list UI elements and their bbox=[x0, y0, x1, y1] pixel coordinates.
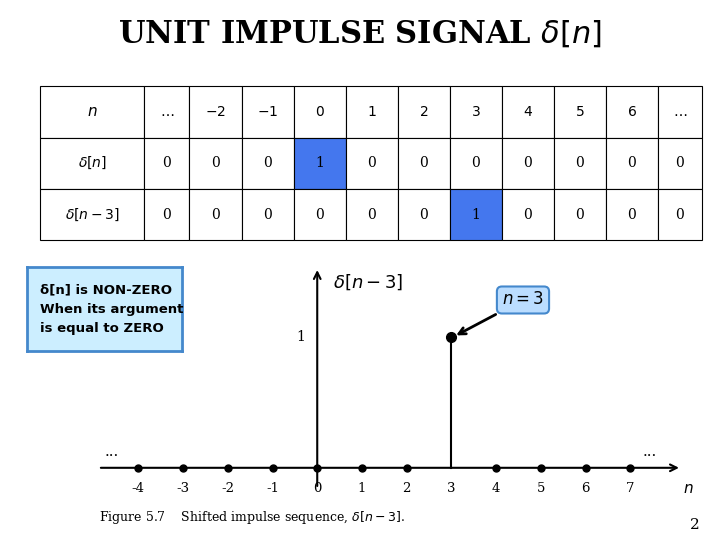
Text: $1$: $1$ bbox=[366, 105, 377, 119]
Text: $-2$: $-2$ bbox=[205, 105, 226, 119]
Text: δ[n] is NON-ZERO
When its argument
is equal to ZERO: δ[n] is NON-ZERO When its argument is eq… bbox=[40, 284, 183, 335]
Text: 0: 0 bbox=[675, 208, 684, 221]
Text: $0$: $0$ bbox=[315, 105, 325, 119]
Text: 0: 0 bbox=[315, 208, 324, 221]
Text: $n$: $n$ bbox=[86, 105, 97, 119]
Text: 0: 0 bbox=[419, 208, 428, 221]
Text: 7: 7 bbox=[626, 482, 634, 495]
Bar bbox=[554, 138, 606, 189]
Bar bbox=[40, 138, 145, 189]
Bar bbox=[397, 189, 449, 240]
Text: $2$: $2$ bbox=[419, 105, 428, 119]
Text: 1: 1 bbox=[471, 208, 480, 221]
Bar bbox=[449, 86, 502, 138]
Text: $3$: $3$ bbox=[471, 105, 480, 119]
Text: 0: 0 bbox=[163, 208, 171, 221]
Text: $6$: $6$ bbox=[626, 105, 636, 119]
Bar bbox=[658, 189, 702, 240]
Text: 0: 0 bbox=[263, 157, 272, 170]
Bar bbox=[606, 189, 658, 240]
Bar bbox=[502, 189, 554, 240]
Text: UNIT IMPULSE SIGNAL $\delta[n]$: UNIT IMPULSE SIGNAL $\delta[n]$ bbox=[118, 19, 602, 50]
Text: $\delta[n-3]$: $\delta[n-3]$ bbox=[333, 273, 403, 292]
Text: 0: 0 bbox=[211, 157, 220, 170]
Bar bbox=[554, 189, 606, 240]
Bar bbox=[189, 189, 241, 240]
Text: 3: 3 bbox=[447, 482, 456, 495]
Bar bbox=[241, 138, 294, 189]
Text: 0: 0 bbox=[367, 208, 376, 221]
Bar bbox=[502, 86, 554, 138]
Text: 0: 0 bbox=[367, 157, 376, 170]
Text: 0: 0 bbox=[675, 157, 684, 170]
Text: 4: 4 bbox=[492, 482, 500, 495]
Text: $5$: $5$ bbox=[575, 105, 585, 119]
Text: $n = 3$: $n = 3$ bbox=[459, 292, 544, 334]
Text: 0: 0 bbox=[523, 157, 532, 170]
Bar bbox=[449, 138, 502, 189]
Text: ...: ... bbox=[105, 444, 119, 458]
Text: 0: 0 bbox=[163, 157, 171, 170]
Text: 0: 0 bbox=[575, 157, 584, 170]
Text: 0: 0 bbox=[523, 208, 532, 221]
Bar bbox=[346, 86, 397, 138]
Text: $\ldots$: $\ldots$ bbox=[672, 105, 687, 119]
Text: $\delta[n-3]$: $\delta[n-3]$ bbox=[65, 206, 120, 223]
Text: $\delta[n]$: $\delta[n]$ bbox=[78, 155, 107, 172]
Text: 0: 0 bbox=[211, 208, 220, 221]
Text: $-1$: $-1$ bbox=[257, 105, 278, 119]
Text: 2: 2 bbox=[690, 518, 700, 532]
Text: ...: ... bbox=[643, 444, 657, 458]
Bar bbox=[658, 86, 702, 138]
Text: 0: 0 bbox=[575, 208, 584, 221]
Bar bbox=[502, 138, 554, 189]
Text: 5: 5 bbox=[536, 482, 545, 495]
Bar bbox=[554, 86, 606, 138]
Text: 1: 1 bbox=[296, 330, 305, 343]
Text: 6: 6 bbox=[581, 482, 590, 495]
Bar bbox=[145, 86, 189, 138]
Bar bbox=[189, 138, 241, 189]
Text: -4: -4 bbox=[132, 482, 145, 495]
Bar bbox=[40, 86, 145, 138]
Text: -3: -3 bbox=[176, 482, 189, 495]
Bar bbox=[189, 86, 241, 138]
Bar bbox=[346, 189, 397, 240]
Text: 0: 0 bbox=[472, 157, 480, 170]
Bar bbox=[294, 189, 346, 240]
Bar bbox=[40, 189, 145, 240]
Text: $4$: $4$ bbox=[523, 105, 533, 119]
Bar bbox=[145, 138, 189, 189]
Text: 0: 0 bbox=[627, 208, 636, 221]
Bar bbox=[145, 189, 189, 240]
Text: -2: -2 bbox=[221, 482, 234, 495]
Text: 2: 2 bbox=[402, 482, 411, 495]
Bar bbox=[346, 138, 397, 189]
Bar bbox=[397, 86, 449, 138]
Text: $\ldots$: $\ldots$ bbox=[160, 105, 174, 119]
Text: 0: 0 bbox=[627, 157, 636, 170]
Text: 0: 0 bbox=[313, 482, 321, 495]
Bar bbox=[606, 86, 658, 138]
Bar bbox=[658, 138, 702, 189]
Bar bbox=[294, 138, 346, 189]
Bar bbox=[241, 189, 294, 240]
Text: 1: 1 bbox=[315, 157, 324, 170]
Bar bbox=[449, 189, 502, 240]
Bar bbox=[294, 86, 346, 138]
Text: 1: 1 bbox=[358, 482, 366, 495]
Text: -1: -1 bbox=[266, 482, 279, 495]
Bar bbox=[241, 86, 294, 138]
Text: 0: 0 bbox=[263, 208, 272, 221]
Bar bbox=[397, 138, 449, 189]
Text: 0: 0 bbox=[419, 157, 428, 170]
Bar bbox=[606, 138, 658, 189]
Text: Figure 5.7    Shifted impulse sequence, $\delta[n-3]$.: Figure 5.7 Shifted impulse sequence, $\d… bbox=[99, 510, 405, 526]
Text: $n$: $n$ bbox=[683, 482, 694, 496]
